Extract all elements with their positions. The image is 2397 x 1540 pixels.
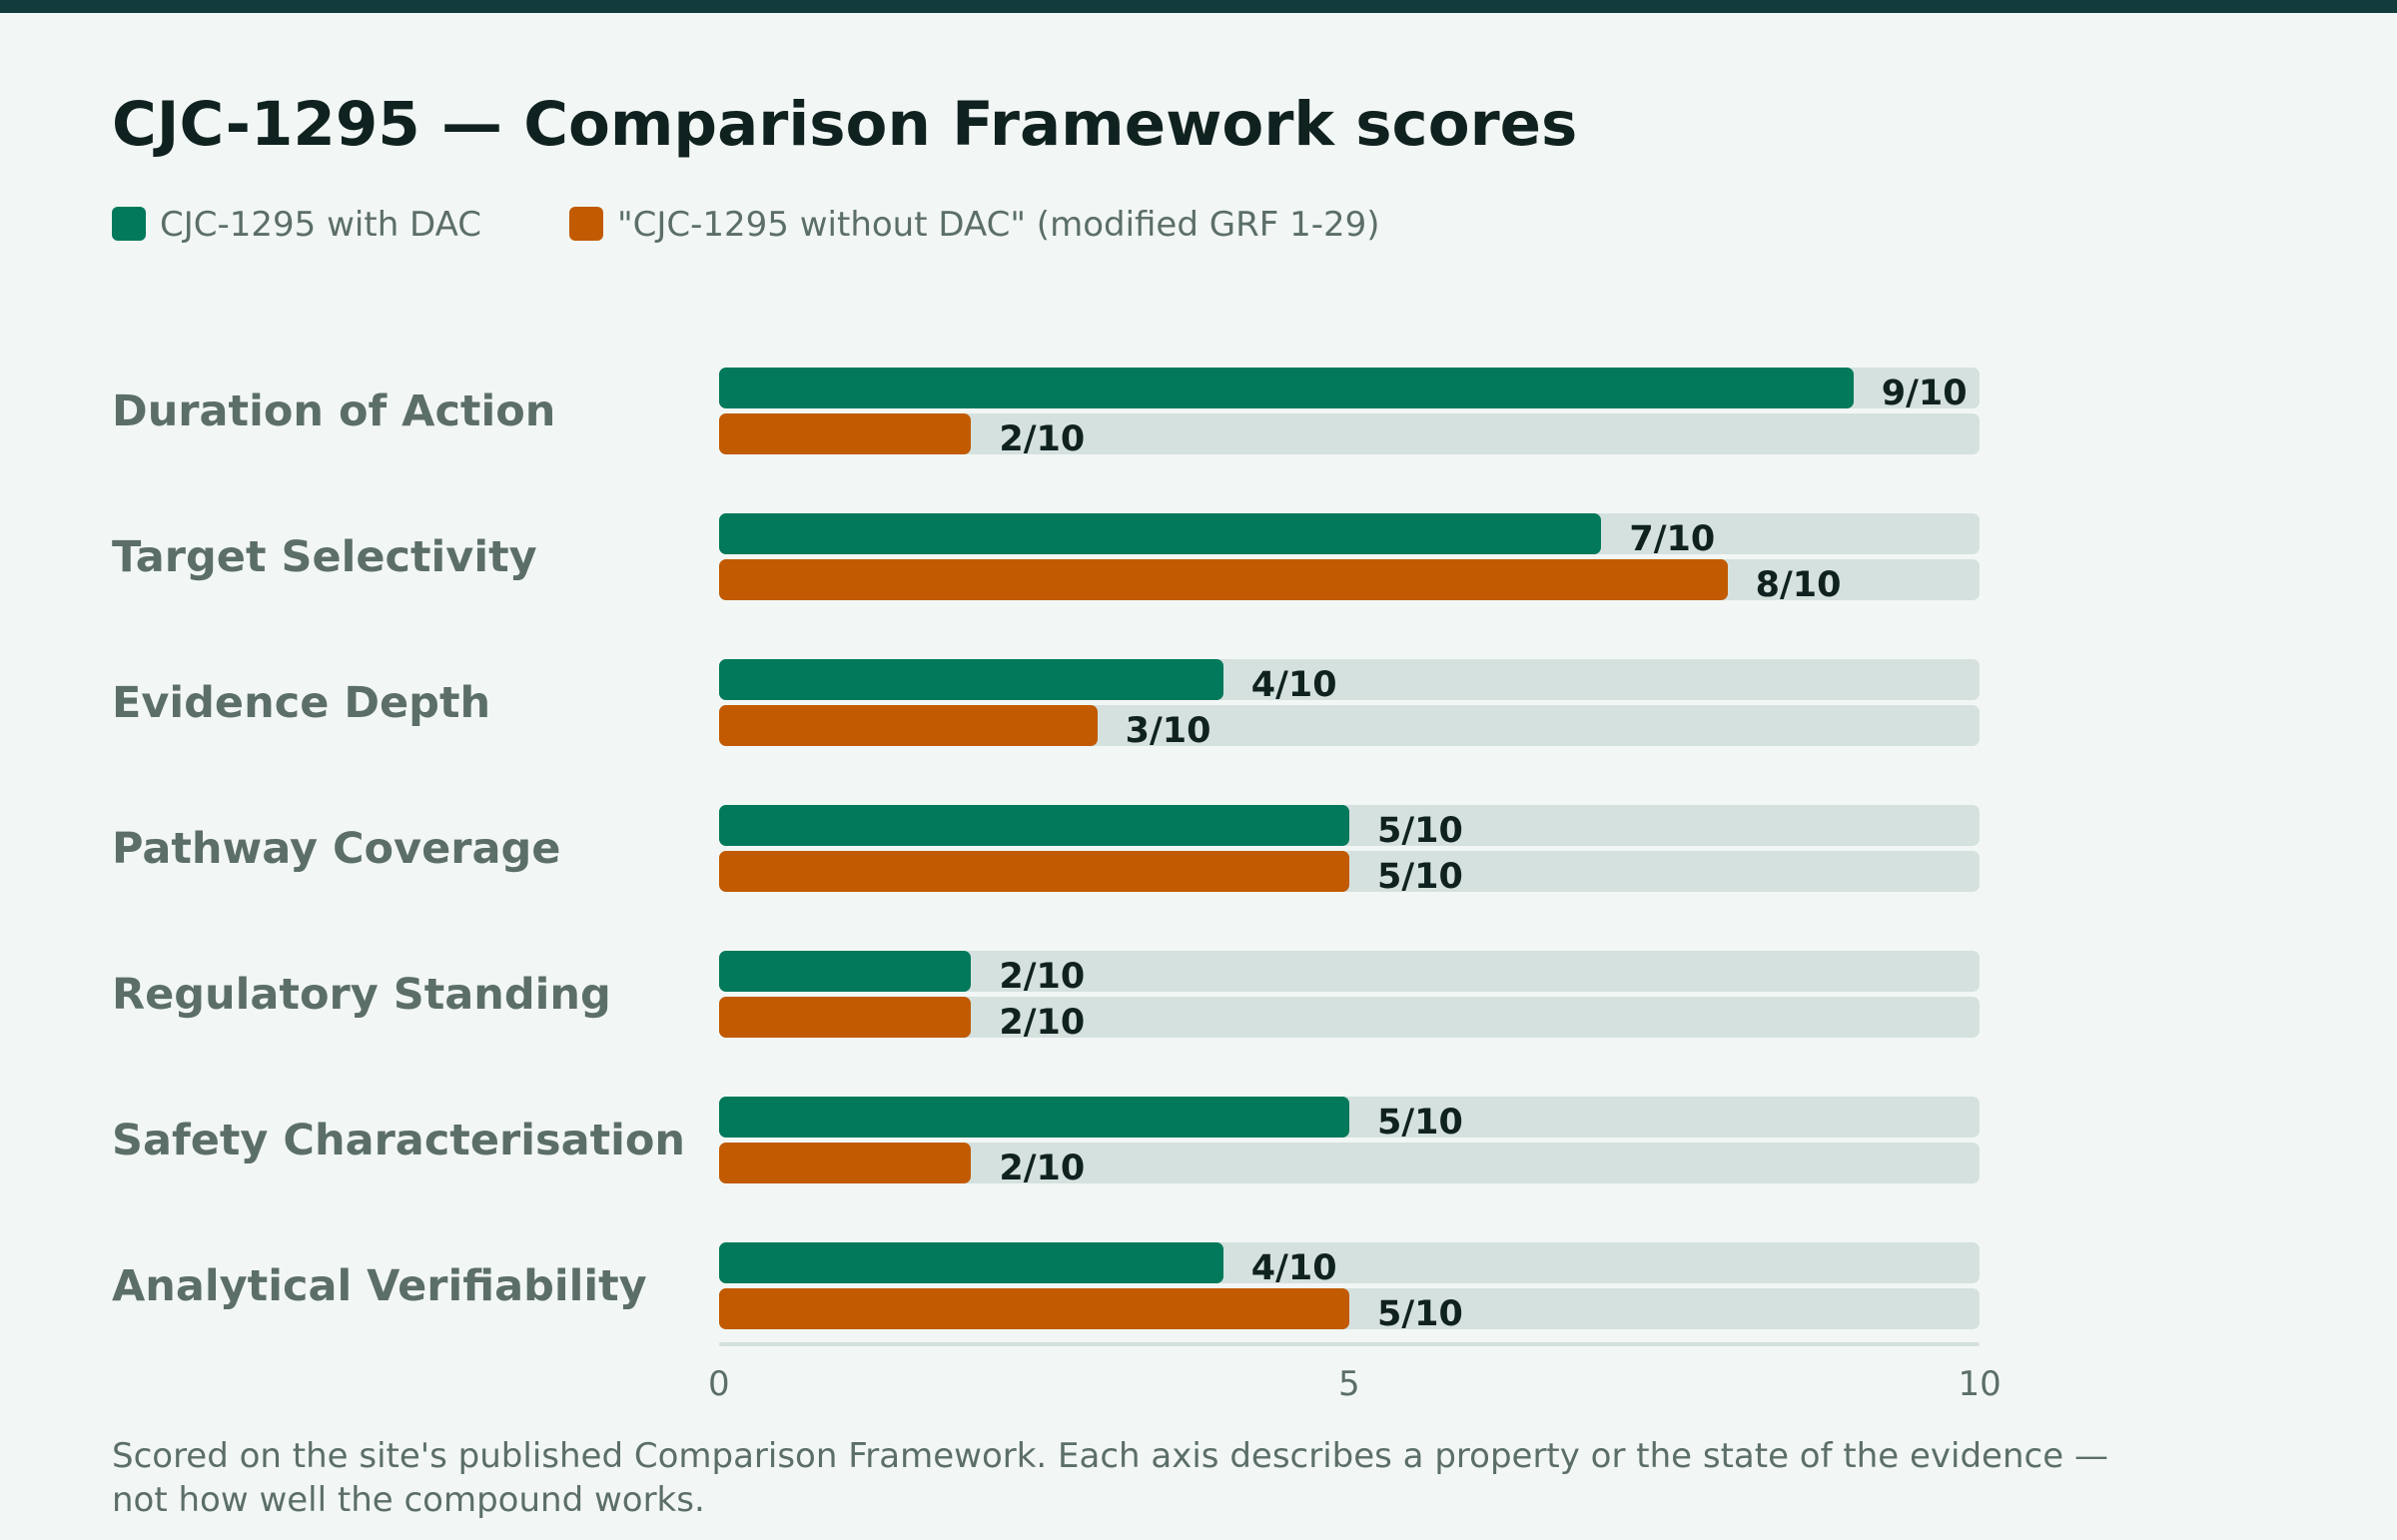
x-tick-label: 5 [1338, 1364, 1360, 1404]
value-label: 4/10 [1250, 1248, 1337, 1288]
bar-target-selectivity-with-dac [719, 513, 1602, 554]
value-label: 9/10 [1881, 374, 1968, 413]
legend-swatch-without-dac [569, 207, 603, 241]
value-label: 2/10 [999, 419, 1086, 459]
bar-target-selectivity-without-dac [719, 559, 1728, 600]
category-label-analytical-verifiability: Analytical Verifiability [112, 1260, 647, 1311]
category-label-duration-of-action: Duration of Action [112, 385, 556, 436]
category-label-pathway-coverage: Pathway Coverage [112, 823, 561, 874]
top-accent-bar [0, 0, 2397, 13]
legend-label-with-dac: CJC-1295 with DAC [160, 205, 482, 245]
bar-evidence-depth-with-dac [719, 659, 1223, 700]
bar-duration-of-action-without-dac [719, 413, 972, 454]
bar-analytical-verifiability-with-dac [719, 1242, 1223, 1283]
category-label-evidence-depth: Evidence Depth [112, 677, 491, 728]
category-label-target-selectivity: Target Selectivity [112, 531, 537, 582]
value-label: 2/10 [999, 957, 1086, 997]
bar-regulatory-standing-with-dac [719, 951, 972, 992]
value-label: 4/10 [1250, 665, 1337, 705]
bar-regulatory-standing-without-dac [719, 997, 972, 1038]
value-label: 5/10 [1377, 1294, 1463, 1334]
x-tick-label: 0 [708, 1364, 730, 1404]
legend-label-without-dac: "CJC-1295 without DAC" (modified GRF 1-2… [617, 205, 1380, 245]
bar-pathway-coverage-with-dac [719, 805, 1349, 846]
footnote: Scored on the site's published Compariso… [112, 1436, 2108, 1520]
value-label: 5/10 [1377, 1103, 1463, 1143]
category-label-safety-characterisation: Safety Characterisation [112, 1115, 686, 1165]
value-label: 5/10 [1377, 857, 1463, 897]
bar-evidence-depth-without-dac [719, 705, 1098, 746]
chart-title: CJC-1295 — Comparison Framework scores [112, 89, 1578, 160]
bar-duration-of-action-with-dac [719, 368, 1854, 408]
bar-analytical-verifiability-without-dac [719, 1288, 1349, 1329]
x-tick-label: 10 [1958, 1364, 2001, 1404]
category-label-regulatory-standing: Regulatory Standing [112, 969, 611, 1020]
value-label: 7/10 [1629, 519, 1716, 559]
bar-safety-characterisation-with-dac [719, 1097, 1349, 1138]
value-label: 2/10 [999, 1003, 1086, 1043]
value-label: 3/10 [1125, 711, 1211, 751]
value-label: 2/10 [999, 1149, 1086, 1188]
x-axis-line [719, 1342, 1980, 1346]
legend-swatch-with-dac [112, 207, 146, 241]
bar-pathway-coverage-without-dac [719, 851, 1349, 892]
value-label: 5/10 [1377, 811, 1463, 851]
value-label: 8/10 [1755, 565, 1842, 605]
bar-safety-characterisation-without-dac [719, 1143, 972, 1183]
